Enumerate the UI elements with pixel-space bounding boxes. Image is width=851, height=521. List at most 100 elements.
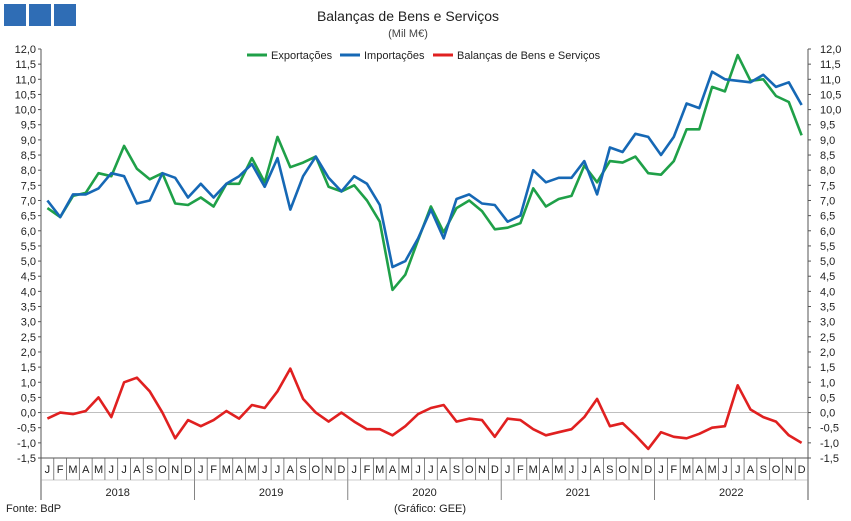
month-label: A <box>133 464 141 476</box>
month-label: N <box>785 464 793 476</box>
series-line <box>46 367 803 451</box>
y-tick-label: 4,0 <box>21 286 36 298</box>
legend-label: Exportações <box>271 50 333 62</box>
month-label: D <box>798 464 806 476</box>
month-label: N <box>631 464 639 476</box>
y-tick-label: 6,5 <box>21 211 36 223</box>
gee-logo <box>4 4 76 26</box>
y-tick-label: 6,5 <box>820 211 835 223</box>
axes: 12,0 12,0 11,5 11,5 11,0 11,0 10,5 10,5 10,0 10,0… <box>15 44 841 500</box>
y-tick-label: 5,0 <box>820 256 835 268</box>
y-tick-label: 9,5 <box>21 120 36 132</box>
month-label: D <box>184 464 192 476</box>
chart-subtitle: (Mil M€) <box>388 28 428 40</box>
month-label: M <box>375 464 384 476</box>
month-label: A <box>235 464 243 476</box>
month-label: J <box>415 464 421 476</box>
series-lines <box>46 53 803 451</box>
y-tick-label: 0,5 <box>21 392 36 404</box>
y-tick-label: -0,5 <box>820 423 839 435</box>
month-label: J <box>569 464 575 476</box>
month-label: N <box>171 464 179 476</box>
y-tick-label: 10,5 <box>15 89 36 101</box>
month-label: N <box>478 464 486 476</box>
month-label: J <box>735 464 741 476</box>
y-tick-label: 8,5 <box>21 150 36 162</box>
month-label: J <box>582 464 588 476</box>
logo-block <box>54 4 76 26</box>
month-label: O <box>772 464 781 476</box>
y-tick-label: 7,5 <box>820 180 835 192</box>
year-label: 2022 <box>719 487 743 499</box>
y-tick-label: 0,0 <box>820 408 835 420</box>
legend: Exportações Importações Balanças de Bens e… <box>247 50 601 62</box>
y-tick-label: 5,5 <box>820 241 835 253</box>
y-tick-label: 7,0 <box>21 195 36 207</box>
month-label: A <box>287 464 295 476</box>
month-label: O <box>158 464 167 476</box>
month-label: M <box>247 464 256 476</box>
month-label: S <box>760 464 767 476</box>
y-tick-label: 1,0 <box>820 377 835 389</box>
month-label: J <box>45 464 51 476</box>
month-label: D <box>491 464 499 476</box>
y-tick-label: 1,5 <box>820 362 835 374</box>
year-label: 2020 <box>412 487 436 499</box>
y-tick-label: 2,5 <box>21 332 36 344</box>
y-tick-label: 11,5 <box>820 59 841 71</box>
y-tick-label: 3,0 <box>21 317 36 329</box>
legend-label: Balanças de Bens e Serviços <box>457 50 601 62</box>
y-tick-label: 0,5 <box>820 392 835 404</box>
month-label: A <box>696 464 704 476</box>
month-label: A <box>440 464 448 476</box>
y-tick-label: 5,5 <box>21 241 36 253</box>
y-tick-label: 6,0 <box>21 226 36 238</box>
y-tick-label: 4,0 <box>820 286 835 298</box>
month-label: M <box>682 464 691 476</box>
y-tick-label: 3,0 <box>820 317 835 329</box>
month-label: J <box>658 464 664 476</box>
month-label: A <box>82 464 90 476</box>
y-tick-label: -1,0 <box>820 438 839 450</box>
month-label: F <box>517 464 524 476</box>
month-label: J <box>198 464 204 476</box>
y-tick-label: 12,0 <box>820 44 841 56</box>
month-label: D <box>644 464 652 476</box>
y-tick-label: 2,0 <box>820 347 835 359</box>
month-label: M <box>222 464 231 476</box>
y-tick-label: 2,5 <box>820 332 835 344</box>
y-tick-label: 4,5 <box>820 271 835 283</box>
month-label: O <box>465 464 474 476</box>
series-line <box>46 53 803 292</box>
y-tick-label: 1,0 <box>21 377 36 389</box>
y-tick-label: -1,0 <box>17 438 36 450</box>
month-label: M <box>529 464 538 476</box>
y-tick-label: -0,5 <box>17 423 36 435</box>
y-tick-label: 8,5 <box>820 150 835 162</box>
y-tick-label: 9,5 <box>820 120 835 132</box>
y-tick-label: 4,5 <box>21 271 36 283</box>
month-label: M <box>708 464 717 476</box>
y-tick-label: -1,5 <box>17 453 36 465</box>
logo-block <box>4 4 26 26</box>
y-tick-label: 5,0 <box>21 256 36 268</box>
logo-block <box>29 4 51 26</box>
month-label: S <box>299 464 306 476</box>
month-label: J <box>275 464 281 476</box>
y-tick-label: 7,5 <box>21 180 36 192</box>
month-label: D <box>337 464 345 476</box>
month-label: J <box>505 464 511 476</box>
y-tick-label: 12,0 <box>15 44 36 56</box>
y-tick-label: 7,0 <box>820 195 835 207</box>
month-label: J <box>121 464 127 476</box>
legend-label: Importações <box>364 50 425 62</box>
month-label: J <box>109 464 115 476</box>
y-tick-label: 3,5 <box>820 302 835 314</box>
month-label: A <box>542 464 550 476</box>
month-label: J <box>262 464 268 476</box>
month-label: J <box>351 464 357 476</box>
y-tick-label: 8,0 <box>820 165 835 177</box>
year-label: 2021 <box>566 487 590 499</box>
month-label: M <box>68 464 77 476</box>
